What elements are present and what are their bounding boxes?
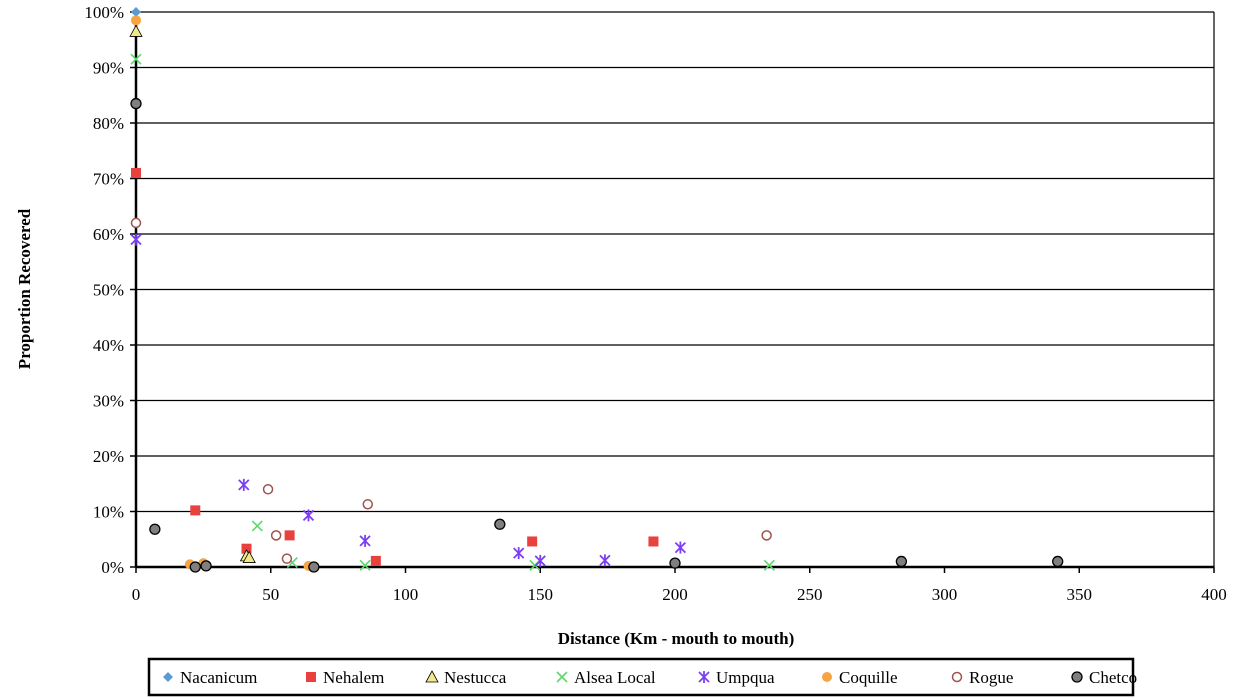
x-tick-label: 0 <box>132 585 141 604</box>
data-point <box>761 530 772 541</box>
series-group <box>131 7 141 17</box>
data-point <box>241 543 252 554</box>
data-point <box>242 550 256 563</box>
series-group <box>131 15 314 571</box>
legend-marker <box>698 671 710 683</box>
data-point <box>308 561 320 573</box>
data-point <box>534 554 546 567</box>
series-group <box>131 167 659 566</box>
data-point <box>494 518 506 530</box>
data-point <box>674 541 687 554</box>
data-point <box>130 97 142 110</box>
x-tick-label: 250 <box>797 585 823 604</box>
legend-marker <box>951 671 963 683</box>
y-tick-label: 70% <box>93 170 124 189</box>
data-point <box>669 557 681 569</box>
legend-marker <box>425 670 439 683</box>
x-tick-label: 50 <box>262 585 279 604</box>
data-point <box>262 484 274 495</box>
data-point <box>130 233 142 246</box>
x-tick-label: 150 <box>528 585 554 604</box>
data-points <box>129 7 1064 573</box>
x-tick-label: 400 <box>1201 585 1227 604</box>
legend-label: Chetco <box>1089 668 1137 687</box>
y-axis-tick-labels: 0% 10% 20% 30% 40% 50% 60% 70% 80% 90% 100% <box>84 3 124 577</box>
y-tick-label: 50% <box>93 281 124 300</box>
data-point <box>1052 555 1064 568</box>
legend-label: Nestucca <box>444 668 507 687</box>
data-point <box>238 478 250 491</box>
data-point <box>130 217 142 229</box>
y-tick-label: 30% <box>93 392 124 411</box>
data-point <box>513 547 525 560</box>
legend: Nacanicum Nehalem Nestucca Alsea Local Umpqu… <box>147 657 1137 697</box>
y-tick-label: 80% <box>93 114 124 133</box>
legend-label: Alsea Local <box>574 668 656 687</box>
legend-entry: Coquille <box>822 668 898 687</box>
data-point <box>527 536 538 547</box>
data-point <box>370 555 381 566</box>
x-tick-label: 100 <box>393 585 419 604</box>
legend-marker <box>1071 671 1083 683</box>
legend-entry: Nehalem <box>306 668 384 687</box>
legend-entry: Alsea Local <box>556 668 656 687</box>
series-group <box>130 217 772 564</box>
y-tick-label: 60% <box>93 225 124 244</box>
data-point <box>251 520 263 532</box>
data-point <box>149 523 161 535</box>
data-point <box>895 555 908 568</box>
series-group <box>129 24 256 563</box>
y-tick-label: 10% <box>93 503 124 522</box>
y-tick-label: 40% <box>93 336 124 355</box>
legend-label: Umpqua <box>716 668 775 687</box>
legend-entry: Nacanicum <box>163 668 257 687</box>
gridlines <box>136 11 1214 513</box>
legend-marker <box>306 672 316 682</box>
x-axis-title: Distance (Km - mouth to mouth) <box>558 629 795 648</box>
data-point <box>129 24 143 37</box>
legend-entry: Umpqua <box>698 668 775 687</box>
data-point <box>284 530 295 541</box>
legend-entry: Chetco <box>1071 668 1137 687</box>
data-point <box>359 534 371 547</box>
legend-marker <box>163 672 173 682</box>
x-tick-label: 350 <box>1067 585 1093 604</box>
data-point <box>599 554 611 567</box>
y-axis-title: Proportion Recovered <box>15 208 34 369</box>
series-group <box>130 53 775 571</box>
data-point <box>362 499 374 510</box>
series-group <box>130 233 687 567</box>
y-tick-label: 90% <box>93 59 124 78</box>
legend-label: Nacanicum <box>180 668 257 687</box>
data-point <box>302 509 315 522</box>
data-point <box>359 559 371 571</box>
series-group <box>130 97 1064 573</box>
data-point <box>131 167 141 178</box>
data-point <box>131 7 141 17</box>
legend-entry: Rogue <box>951 668 1013 687</box>
x-tick-label: 200 <box>662 585 688 604</box>
x-axis-tick-labels: 0 50 100 150 200 250 300 350 400 <box>132 585 1227 604</box>
data-point <box>190 505 201 516</box>
data-point <box>648 536 659 547</box>
data-point <box>200 560 212 572</box>
legend-marker <box>822 672 832 682</box>
x-tick-label: 300 <box>932 585 958 604</box>
legend-label: Rogue <box>969 668 1013 687</box>
legend-marker <box>556 671 568 683</box>
legend-label: Coquille <box>839 668 898 687</box>
y-tick-label: 20% <box>93 447 124 466</box>
data-point <box>281 553 293 564</box>
data-point <box>130 53 142 65</box>
y-tick-label: 100% <box>84 3 124 22</box>
data-point <box>189 561 201 573</box>
data-point <box>763 559 775 571</box>
data-point <box>270 530 282 541</box>
legend-entry: Nestucca <box>425 668 507 687</box>
legend-label: Nehalem <box>323 668 384 687</box>
y-tick-label: 0% <box>101 558 124 577</box>
axes <box>130 11 1215 573</box>
data-point <box>131 15 141 26</box>
